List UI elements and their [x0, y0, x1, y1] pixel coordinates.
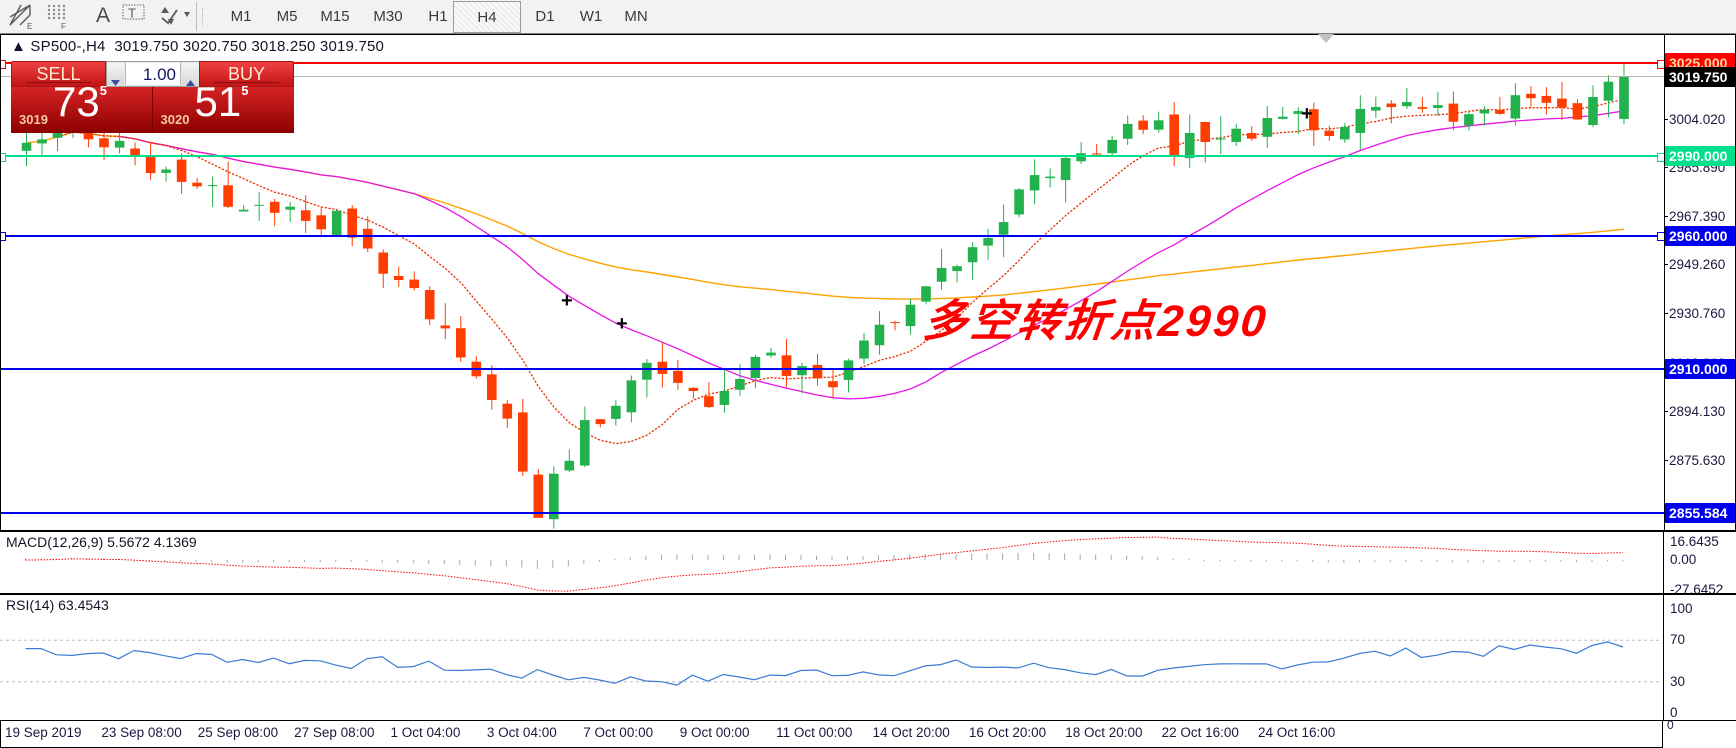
svg-text:T: T	[128, 6, 136, 21]
svg-text:F: F	[61, 22, 66, 30]
svg-text:E: E	[27, 22, 32, 30]
